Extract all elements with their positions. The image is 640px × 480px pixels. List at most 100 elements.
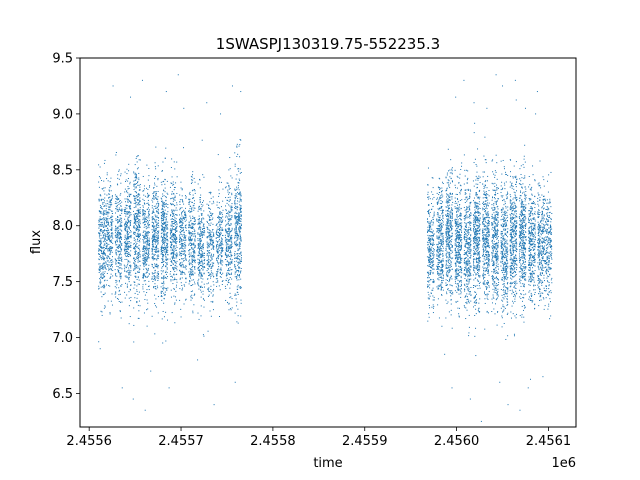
- data-point: [130, 246, 132, 248]
- data-point: [228, 302, 230, 304]
- data-point: [153, 278, 155, 280]
- data-point: [189, 225, 191, 227]
- data-point: [114, 269, 116, 271]
- data-point: [437, 247, 439, 249]
- data-point: [439, 237, 441, 239]
- data-point: [172, 237, 174, 239]
- data-point: [234, 207, 236, 209]
- data-point: [235, 222, 237, 224]
- data-point: [139, 213, 141, 215]
- data-point: [163, 254, 165, 256]
- data-point: [200, 268, 202, 270]
- data-point: [230, 283, 232, 285]
- data-point: [162, 215, 164, 217]
- data-point: [116, 232, 118, 234]
- data-point: [203, 254, 205, 256]
- data-point: [230, 175, 232, 177]
- data-point: [211, 262, 213, 264]
- data-point: [208, 223, 210, 225]
- data-point: [240, 210, 242, 212]
- data-point: [103, 206, 105, 207]
- data-point: [206, 278, 208, 280]
- data-point: [428, 212, 430, 214]
- data-point: [432, 304, 434, 306]
- data-point: [148, 227, 150, 229]
- data-point: [192, 189, 194, 191]
- data-point: [139, 234, 141, 236]
- data-point: [146, 246, 148, 248]
- data-point: [116, 227, 118, 229]
- data-point: [188, 260, 190, 262]
- data-point: [101, 250, 103, 252]
- data-point: [211, 239, 213, 241]
- data-point: [134, 218, 136, 220]
- data-point: [195, 236, 196, 238]
- data-point: [162, 220, 164, 222]
- data-point: [123, 209, 125, 211]
- data-point: [431, 208, 433, 210]
- data-point: [198, 288, 200, 290]
- data-point: [176, 237, 178, 239]
- data-point: [133, 214, 135, 216]
- data-point: [120, 263, 122, 265]
- data-point: [227, 212, 229, 214]
- data-point: [147, 271, 149, 273]
- data-point: [153, 191, 155, 193]
- data-point: [235, 298, 237, 300]
- data-point: [125, 221, 127, 223]
- data-point: [118, 270, 120, 272]
- data-point: [428, 240, 430, 242]
- data-point: [174, 270, 176, 272]
- data-point: [98, 210, 100, 212]
- data-point: [111, 293, 113, 295]
- data-point: [240, 270, 242, 272]
- data-point: [137, 283, 139, 285]
- data-point: [200, 244, 202, 246]
- data-point: [115, 296, 117, 298]
- data-point: [432, 273, 434, 275]
- data-point: [103, 262, 105, 264]
- data-point: [105, 211, 107, 213]
- data-point: [146, 219, 148, 221]
- data-point: [109, 239, 111, 241]
- data-point: [133, 260, 135, 262]
- data-point: [138, 239, 140, 241]
- data-point: [128, 226, 130, 228]
- data-point: [111, 225, 113, 227]
- data-point: [146, 248, 148, 249]
- data-point: [231, 247, 232, 249]
- data-point: [170, 233, 172, 235]
- data-point: [153, 258, 155, 260]
- data-point: [182, 244, 184, 246]
- data-point: [162, 262, 164, 264]
- data-point: [138, 272, 140, 273]
- data-point: [235, 228, 237, 230]
- data-point: [228, 186, 230, 188]
- data-point: [209, 219, 211, 221]
- data-point: [221, 284, 223, 286]
- data-point: [102, 258, 104, 260]
- data-point: [124, 297, 126, 299]
- data-point: [239, 179, 241, 181]
- data-point: [152, 256, 154, 258]
- data-point: [432, 312, 434, 314]
- data-point: [220, 251, 222, 253]
- data-point: [103, 223, 105, 225]
- data-point: [209, 310, 211, 312]
- data-point: [226, 256, 228, 258]
- data-point: [148, 237, 150, 239]
- data-point: [216, 233, 217, 235]
- data-point: [217, 217, 219, 219]
- data-point: [216, 224, 218, 226]
- data-point: [142, 254, 144, 256]
- data-point: [175, 227, 177, 229]
- data-point: [234, 266, 236, 268]
- data-point: [240, 257, 242, 259]
- data-point: [153, 228, 155, 230]
- data-point: [124, 218, 126, 220]
- data-point: [174, 219, 176, 221]
- data-point: [145, 233, 147, 235]
- data-point: [109, 181, 111, 183]
- data-point: [176, 225, 178, 227]
- data-point: [238, 266, 240, 268]
